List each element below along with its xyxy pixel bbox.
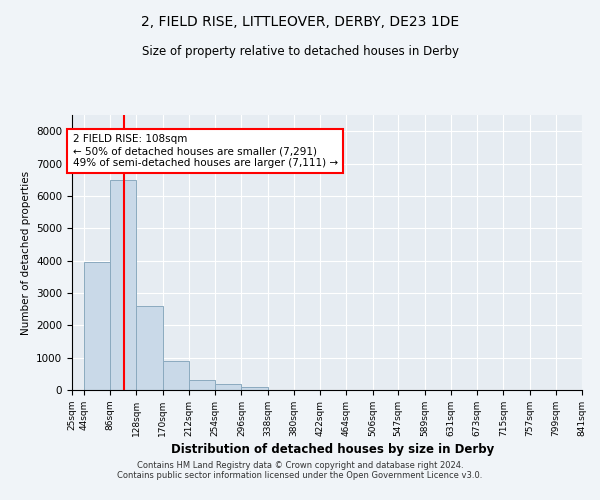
Text: Distribution of detached houses by size in Derby: Distribution of detached houses by size … (172, 442, 494, 456)
Bar (189, 380, 215, 390)
Bar (163, 361, 189, 390)
Y-axis label: Number of detached properties: Number of detached properties (20, 170, 31, 334)
Bar (84, 262, 110, 390)
Bar (110, 180, 136, 390)
Bar (241, 387, 268, 390)
Bar (215, 384, 241, 390)
Bar (136, 306, 163, 390)
Text: Contains HM Land Registry data © Crown copyright and database right 2024.
Contai: Contains HM Land Registry data © Crown c… (118, 460, 482, 480)
Text: Size of property relative to detached houses in Derby: Size of property relative to detached ho… (142, 45, 458, 58)
Text: 2 FIELD RISE: 108sqm
← 50% of detached houses are smaller (7,291)
49% of semi-de: 2 FIELD RISE: 108sqm ← 50% of detached h… (73, 134, 338, 168)
Text: 2, FIELD RISE, LITTLEOVER, DERBY, DE23 1DE: 2, FIELD RISE, LITTLEOVER, DERBY, DE23 1… (141, 15, 459, 29)
